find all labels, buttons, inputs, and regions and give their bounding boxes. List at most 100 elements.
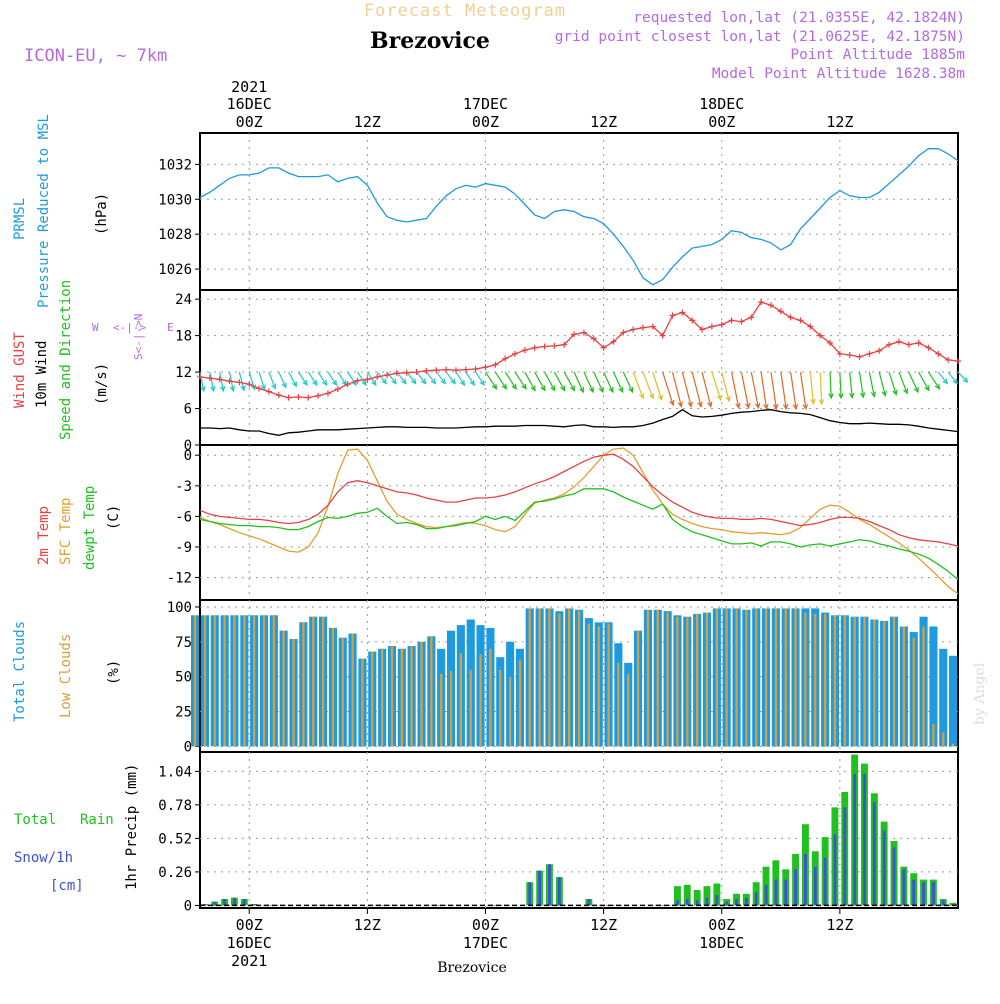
cloud-low-bar-10 — [292, 639, 295, 747]
credit-text: by Angel — [972, 662, 988, 725]
cloud-total-bar-77 — [949, 655, 958, 747]
precip-snow-bar-69 — [872, 802, 876, 906]
wind-arrow-shaft-29 — [484, 371, 497, 390]
wind-gust-marker-46 — [649, 323, 656, 330]
wind-gust-marker-3 — [226, 378, 233, 385]
wind-gust-marker-47 — [659, 332, 666, 339]
wind-arrow-9 — [288, 371, 298, 388]
wind-arrow-shaft-39 — [583, 371, 594, 393]
wind-arrow-70 — [888, 371, 898, 396]
wind-arrow-head-74 — [934, 383, 941, 390]
wind-gust-marker-5 — [246, 381, 253, 388]
wind-arrow-59 — [780, 371, 789, 411]
wind-arrow-65 — [838, 372, 844, 400]
temp-ytick-label-3: -9 — [175, 540, 192, 556]
pressure-line — [199, 148, 959, 286]
clouds-ytick-label-0: 0 — [184, 739, 192, 755]
wind-arrow-63 — [818, 372, 825, 406]
wind-frame — [199, 289, 959, 446]
precip-snow-bar-60 — [784, 879, 788, 906]
cloud-low-bar-40 — [587, 623, 590, 747]
wind-arrow-shaft-34 — [534, 371, 546, 391]
temp-frame — [199, 444, 959, 601]
top-tick-label-3: 12Z — [590, 113, 617, 131]
wind-gust-marker-10 — [295, 393, 302, 400]
cloud-low-bar-66 — [843, 615, 846, 747]
wind-arrow-69 — [878, 371, 887, 397]
wind-arrow-74 — [927, 371, 941, 390]
wind-arrow-head-31 — [511, 383, 517, 390]
wind-arrow-shaft-33 — [524, 371, 536, 391]
wind-arrow-shaft-48 — [671, 371, 682, 407]
precip-snow-bar-73 — [912, 879, 916, 906]
wind-arrow-shaft-22 — [416, 371, 427, 384]
wind-arrow-head-68 — [870, 391, 877, 398]
wind-arrow-shaft-0 — [199, 371, 205, 391]
wind-arrow-shaft-20 — [396, 371, 407, 384]
precip-snow-bar-3 — [223, 899, 226, 906]
pressure-ytick-label-3: 1032 — [158, 157, 192, 173]
wind-arrow-68 — [868, 371, 877, 398]
wind-gust-marker-56 — [748, 314, 755, 321]
clouds-ytick-label-2: 50 — [175, 670, 192, 686]
wind-arrow-shaft-15 — [347, 371, 357, 386]
precip-snow-bar-58 — [764, 884, 768, 906]
wind-arrow-14 — [337, 371, 348, 387]
temp-ytick-label-4: -12 — [167, 571, 192, 587]
wind-arrow-shaft-65 — [839, 372, 842, 398]
wind-arrow-54 — [730, 371, 741, 410]
wind-arrow-shaft-70 — [888, 371, 897, 395]
wind-gust-marker-13 — [324, 390, 331, 397]
wind-arrow-head-50 — [697, 401, 703, 408]
wind-arrow-34 — [534, 371, 546, 392]
wind-arrow-60 — [790, 371, 799, 411]
wind-gust-marker-38 — [571, 331, 578, 338]
wind-arrow-shaft-54 — [730, 371, 740, 408]
precip-snow-bar-66 — [843, 807, 847, 906]
clouds-total-label: Total Clouds — [12, 621, 28, 722]
wind-arrow-head-62 — [810, 398, 816, 405]
cloud-low-bar-14 — [331, 627, 335, 747]
bottom-date-label-2: 18DEC — [699, 934, 744, 952]
clouds-panel-labels: Total Clouds Low Clouds (%) — [12, 621, 122, 722]
precip-total-label: Total — [14, 812, 56, 828]
wind-gust-marker-63 — [817, 332, 824, 339]
wind-gust-marker-29 — [482, 364, 489, 371]
wind-gust-marker-4 — [236, 379, 243, 386]
cloud-low-bar-28 — [469, 669, 472, 747]
top-year-label: 2021 — [231, 78, 267, 96]
wind-gust-marker-59 — [777, 308, 784, 315]
cloud-low-bar-4 — [233, 615, 236, 747]
temp-2m-line — [199, 453, 959, 547]
wind-arrow-head-41 — [608, 386, 614, 394]
wind-arrow-shaft-26 — [455, 371, 465, 386]
wind-arrow-shaft-4 — [238, 371, 245, 391]
wind-arrow-head-64 — [828, 393, 834, 400]
precip-snow-bar-4 — [233, 897, 236, 906]
wind-gust-marker-72 — [905, 341, 912, 348]
wind-arrow-head-47 — [669, 399, 675, 407]
precip-snow-bar-56 — [745, 897, 748, 906]
wind-arrow-head-40 — [598, 386, 604, 394]
cloud-total-bar-76 — [939, 648, 948, 747]
wind-arrow-head-44 — [639, 393, 645, 400]
wind-arrow-29 — [484, 371, 498, 390]
wind-arrow-head-16 — [361, 379, 367, 387]
wind-arrow-head-22 — [420, 378, 427, 385]
wind-arrow-47 — [662, 371, 675, 407]
wind-arrow-head-35 — [550, 385, 556, 392]
wind-arrow-22 — [416, 371, 427, 385]
wind-gust-marker-35 — [541, 343, 548, 350]
wind-gust-marker-18 — [374, 373, 381, 380]
pressure-ytick-label-1: 1028 — [158, 227, 192, 243]
wind-arrow-head-11 — [312, 379, 318, 387]
wind-arrow-36 — [553, 371, 566, 392]
wind-arrow-head-76 — [952, 378, 959, 385]
wind-gust-marker-65 — [836, 350, 843, 357]
wind-gust-marker-15 — [344, 381, 351, 388]
wind-gust-marker-22 — [413, 369, 420, 376]
cloud-low-bar-41 — [597, 626, 600, 747]
temp-dew-line — [199, 488, 959, 581]
wind-arrow-55 — [740, 371, 751, 410]
